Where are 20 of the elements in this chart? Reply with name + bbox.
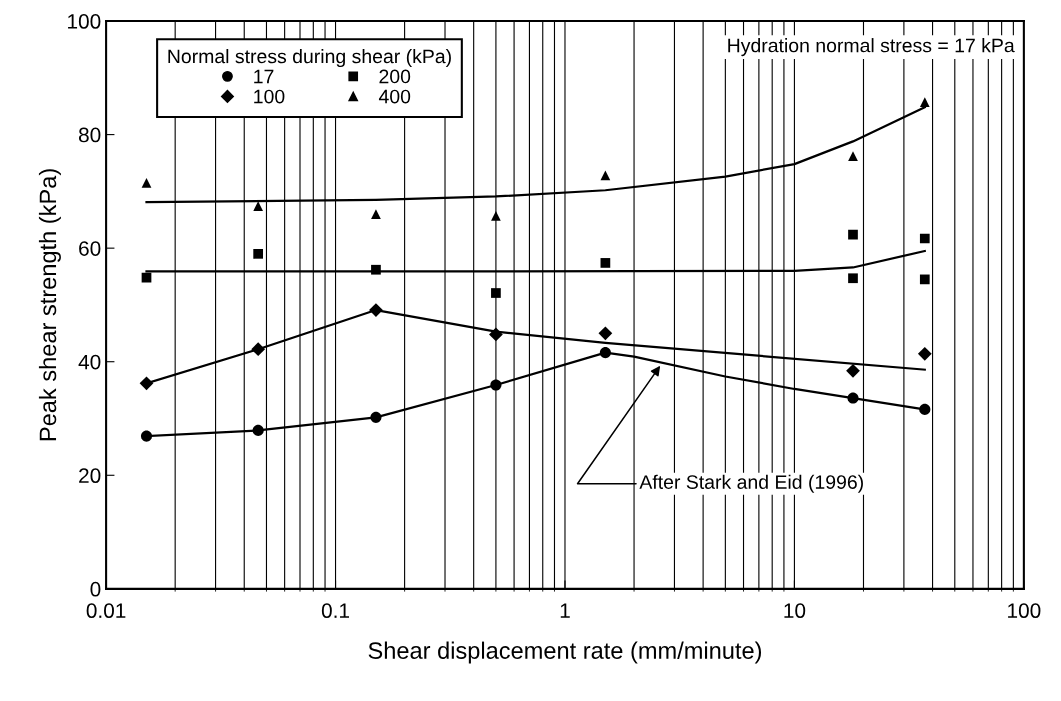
- legend-label: 400: [378, 89, 411, 104]
- legend-label: 200: [379, 69, 411, 84]
- x-tick-label: 10: [784, 603, 806, 619]
- annotation: After Stark and Eid (1996): [639, 474, 863, 493]
- y-tick-label: 20: [79, 468, 101, 484]
- x-tick-label: 0.1: [321, 603, 350, 619]
- x-axis-title: Shear displacement rate (mm/minute): [368, 641, 762, 664]
- y-tick-label: 0: [90, 581, 101, 597]
- x-tick-label: 0.01: [86, 603, 126, 619]
- legend-label: 17: [254, 69, 274, 84]
- legend-label: 100: [254, 89, 285, 104]
- annotation: Hydration normal stress = 17 kPa: [728, 38, 1015, 57]
- x-tick-label: 100: [1008, 603, 1041, 619]
- y-tick-label: 80: [78, 127, 101, 143]
- legend-title: Normal stress during shear (kPa): [168, 48, 451, 68]
- x-tick-label: 1: [560, 603, 570, 618]
- y-tick-label: 60: [79, 241, 101, 256]
- y-tick-label: 100: [68, 14, 101, 29]
- y-axis-title: Peak shear strength (kPa): [38, 169, 61, 441]
- y-tick-label: 40: [78, 354, 101, 370]
